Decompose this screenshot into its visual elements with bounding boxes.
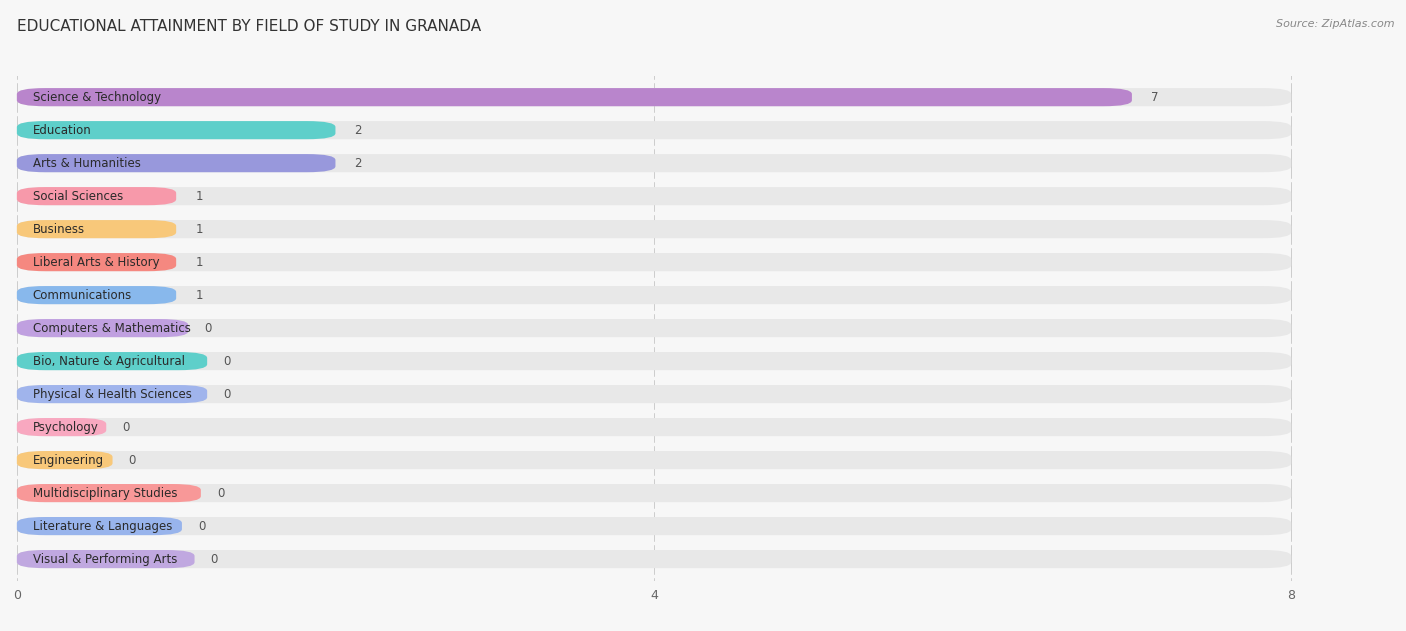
FancyBboxPatch shape	[17, 385, 207, 403]
Text: 0: 0	[211, 553, 218, 565]
FancyBboxPatch shape	[17, 418, 107, 436]
Text: 2: 2	[354, 124, 363, 137]
FancyBboxPatch shape	[17, 352, 207, 370]
Text: Liberal Arts & History: Liberal Arts & History	[32, 256, 159, 269]
Text: Literature & Languages: Literature & Languages	[32, 519, 172, 533]
FancyBboxPatch shape	[17, 517, 1291, 535]
FancyBboxPatch shape	[17, 319, 1291, 337]
FancyBboxPatch shape	[17, 253, 176, 271]
Text: Physical & Health Sciences: Physical & Health Sciences	[32, 387, 191, 401]
Text: Communications: Communications	[32, 288, 132, 302]
FancyBboxPatch shape	[17, 121, 1291, 139]
FancyBboxPatch shape	[17, 550, 1291, 568]
FancyBboxPatch shape	[17, 187, 176, 205]
FancyBboxPatch shape	[17, 484, 1291, 502]
FancyBboxPatch shape	[17, 121, 336, 139]
Text: Computers & Mathematics: Computers & Mathematics	[32, 322, 191, 334]
FancyBboxPatch shape	[17, 352, 1291, 370]
Text: 1: 1	[195, 223, 202, 235]
Text: Psychology: Psychology	[32, 421, 98, 433]
FancyBboxPatch shape	[17, 220, 1291, 239]
Text: Education: Education	[32, 124, 91, 137]
FancyBboxPatch shape	[17, 154, 336, 172]
Text: Engineering: Engineering	[32, 454, 104, 466]
Text: Business: Business	[32, 223, 84, 235]
Text: 7: 7	[1152, 91, 1159, 103]
FancyBboxPatch shape	[17, 319, 188, 337]
Text: 1: 1	[195, 256, 202, 269]
Text: Visual & Performing Arts: Visual & Performing Arts	[32, 553, 177, 565]
Text: Science & Technology: Science & Technology	[32, 91, 160, 103]
FancyBboxPatch shape	[17, 220, 176, 239]
FancyBboxPatch shape	[17, 286, 176, 304]
Text: 0: 0	[217, 487, 224, 500]
Text: 0: 0	[224, 355, 231, 368]
FancyBboxPatch shape	[17, 550, 194, 568]
FancyBboxPatch shape	[17, 253, 1291, 271]
Text: Multidisciplinary Studies: Multidisciplinary Studies	[32, 487, 177, 500]
Text: 1: 1	[195, 288, 202, 302]
Text: Source: ZipAtlas.com: Source: ZipAtlas.com	[1277, 19, 1395, 29]
FancyBboxPatch shape	[17, 154, 1291, 172]
FancyBboxPatch shape	[17, 418, 1291, 436]
Text: Social Sciences: Social Sciences	[32, 190, 124, 203]
Text: 0: 0	[198, 519, 205, 533]
FancyBboxPatch shape	[17, 88, 1291, 106]
FancyBboxPatch shape	[17, 484, 201, 502]
FancyBboxPatch shape	[17, 451, 112, 469]
FancyBboxPatch shape	[17, 88, 1132, 106]
Text: 2: 2	[354, 156, 363, 170]
Text: 0: 0	[224, 387, 231, 401]
FancyBboxPatch shape	[17, 286, 1291, 304]
Text: 0: 0	[204, 322, 211, 334]
FancyBboxPatch shape	[17, 385, 1291, 403]
Text: Arts & Humanities: Arts & Humanities	[32, 156, 141, 170]
Text: 1: 1	[195, 190, 202, 203]
FancyBboxPatch shape	[17, 517, 181, 535]
FancyBboxPatch shape	[17, 187, 1291, 205]
Text: 0: 0	[122, 421, 129, 433]
Text: EDUCATIONAL ATTAINMENT BY FIELD OF STUDY IN GRANADA: EDUCATIONAL ATTAINMENT BY FIELD OF STUDY…	[17, 19, 481, 34]
Text: Bio, Nature & Agricultural: Bio, Nature & Agricultural	[32, 355, 184, 368]
FancyBboxPatch shape	[17, 451, 1291, 469]
Text: 0: 0	[128, 454, 136, 466]
